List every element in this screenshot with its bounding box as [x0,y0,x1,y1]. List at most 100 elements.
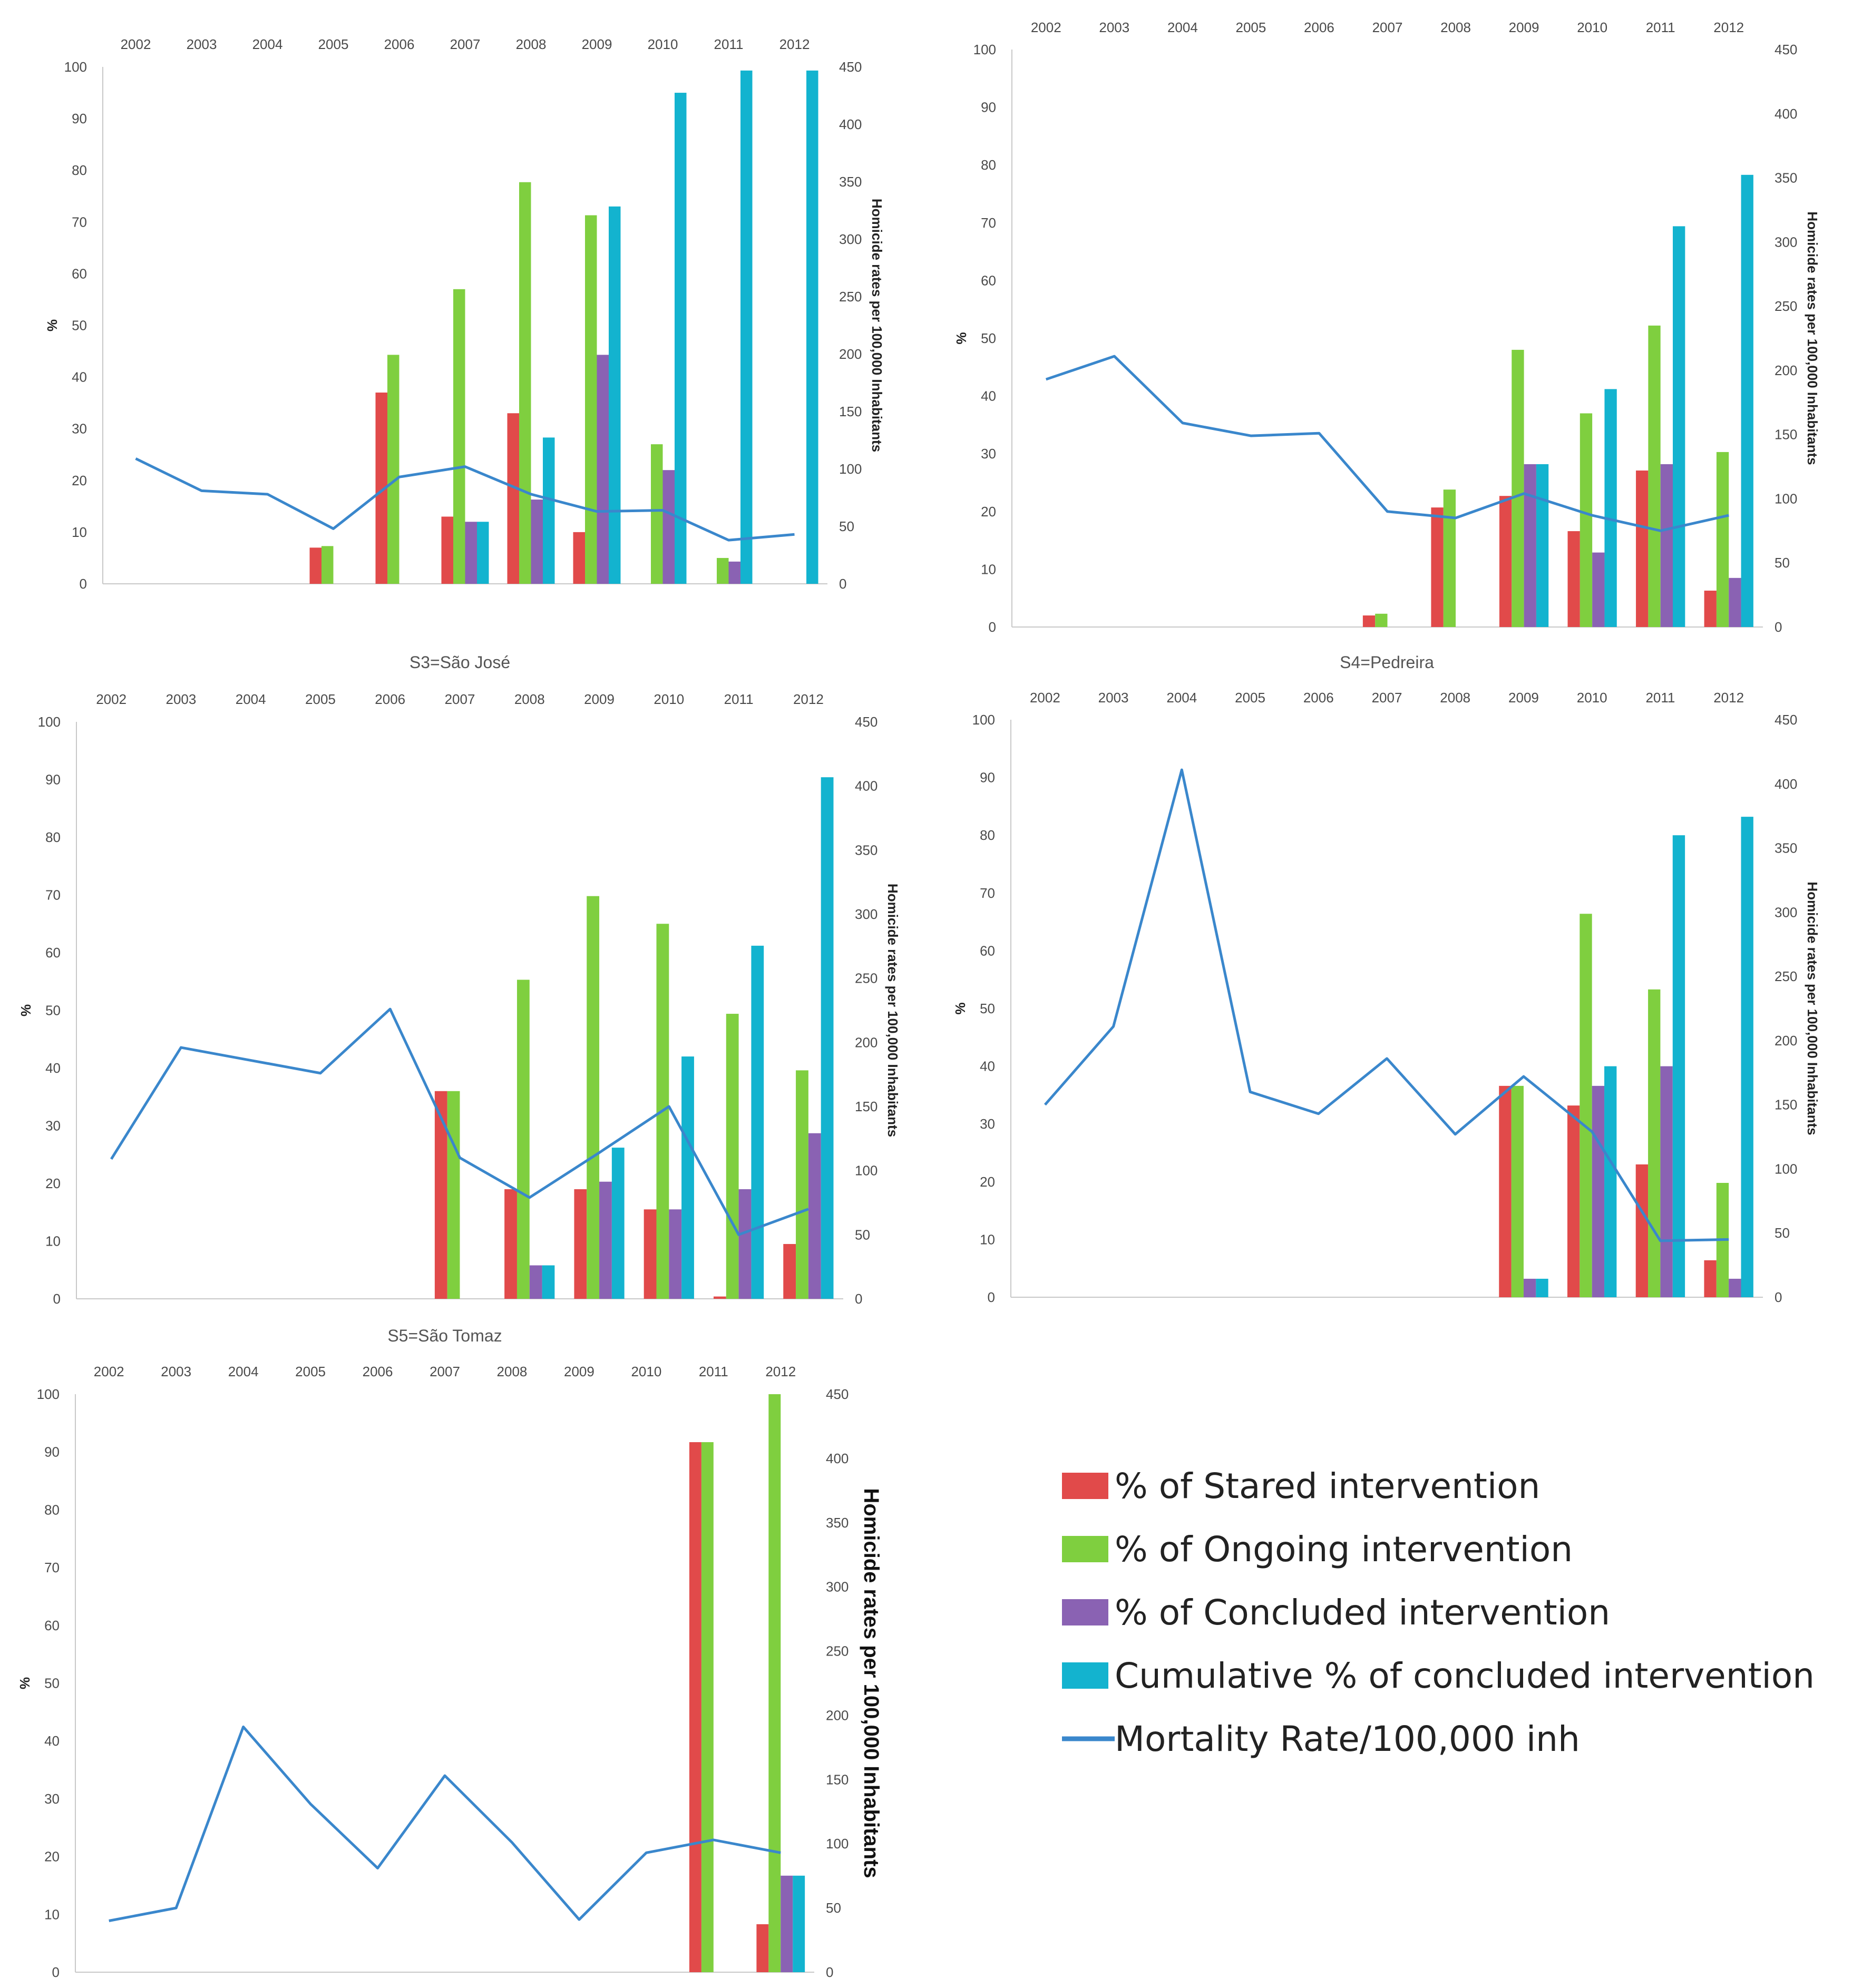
y-tick-label: 10 [44,1906,60,1922]
y-axis-label: % [18,1004,34,1016]
bar [441,516,453,584]
chart-legend: % of Stared intervention % of Ongoing int… [1062,1466,1815,1759]
x-tick-label: 2007 [1372,690,1402,706]
bar [1741,174,1753,627]
bar [516,980,530,1299]
bar [1499,1085,1512,1297]
y-tick-label: 100 [38,714,61,730]
y-tick-label: 90 [44,1444,60,1460]
x-tick-label: 2008 [516,36,547,52]
bar [587,896,600,1299]
bar [453,289,465,584]
x-tick-label: 2007 [450,36,481,52]
mortality-line [110,1007,809,1236]
y-tick-label: 80 [980,827,995,843]
bar [1704,1260,1717,1297]
bar [1580,914,1592,1297]
bar [751,945,764,1299]
x-tick-label: 2004 [252,36,283,52]
y2-tick-label: 300 [1775,904,1797,920]
y2-axis-label: Homicide rates per 100,000 Inhabitants [885,884,901,1137]
y2-tick-label: 350 [1775,170,1797,186]
x-tick-label: 2007 [430,1364,460,1379]
bar [321,546,334,584]
bar [375,393,387,584]
x-tick-label: 2009 [582,36,612,52]
y-tick-label: 50 [981,330,996,346]
y-tick-label: 80 [72,162,87,178]
bar [1512,349,1524,627]
bar [573,532,585,584]
bar [1443,489,1456,627]
bar [1660,1066,1673,1297]
x-tick-label: 2007 [1372,19,1403,35]
y2-tick-label: 350 [839,174,862,190]
y-tick-label: 50 [45,1003,61,1019]
x-tick-label: 2006 [363,1364,393,1379]
y2-tick-label: 450 [1775,712,1797,728]
y2-tick-label: 50 [855,1227,870,1242]
panel-title: S4=Pedreira [1340,653,1434,672]
bar [675,93,687,584]
x-tick-label: 2011 [724,691,754,707]
bar [597,355,609,584]
chart-panel-s5: S4=Pedreira 2002 2003 2004 2005 2006 2007 2008 2… [952,653,1820,1305]
legend-item: Mortality Rate/100,000 inh [1062,1719,1580,1759]
panel-title: S5=São Tomaz [387,1326,502,1345]
y-tick-label: 10 [980,1231,995,1247]
x-tick-label: 2011 [1646,19,1675,35]
legend-item: % of Stared intervention [1062,1466,1540,1506]
x-tick-label: 2009 [584,691,615,707]
y-tick-label: 40 [45,1060,61,1076]
y2-tick-label: 450 [1775,42,1797,57]
y-tick-label: 100 [37,1386,60,1402]
y2-tick-label: 350 [855,842,878,858]
legend-label: Mortality Rate/100,000 inh [1115,1719,1580,1759]
bar [1375,613,1388,627]
x-tick-label: 2003 [1099,19,1129,35]
bar [585,215,597,584]
bar [529,1265,542,1299]
bar [1580,413,1593,627]
y2-tick-label: 150 [1775,1097,1797,1113]
x-tick-label: 2003 [161,1364,191,1379]
y2-tick-label: 200 [826,1707,849,1723]
y2-tick-label: 400 [1775,106,1797,122]
y-tick-label: 40 [44,1733,60,1749]
y-tick-label: 20 [980,1174,995,1190]
bar [477,522,489,584]
x-tick-label: 2006 [1304,19,1334,35]
y-tick-label: 100 [64,59,87,75]
legend-label: Cumulative % of concluded intervention [1115,1656,1815,1696]
y-tick-label: 0 [988,1289,995,1305]
y2-tick-label: 0 [1775,619,1782,635]
x-tick-label: 2008 [497,1364,528,1379]
y-tick-label: 80 [981,157,996,173]
bar [1592,552,1605,627]
x-tick-label: 2011 [1645,690,1675,706]
bar [1604,1066,1617,1297]
bar [793,1875,805,1972]
x-tick-label: 2003 [165,691,196,707]
bar [1592,1085,1605,1297]
legend-swatch [1062,1536,1108,1562]
y-axis-label: % [17,1677,33,1689]
mortality-line [1045,355,1729,532]
x-tick-label: 2006 [1303,690,1334,706]
x-tick-label: 2005 [318,36,349,52]
chart-panel-s3: 2002 2003 2004 2005 2006 2007 2008 2009 2010 2011… [953,19,1820,635]
y-tick-label: 60 [45,945,61,961]
bar [1499,496,1512,627]
bar [728,561,740,584]
y-tick-label: 60 [981,272,996,288]
x-tick-label: 2008 [514,691,545,707]
x-tick-label: 2006 [384,36,415,52]
y2-tick-label: 200 [1775,1033,1797,1049]
bar [662,470,675,584]
x-tick-label: 2004 [1167,19,1198,35]
y2-tick-label: 250 [826,1643,849,1659]
bar [1431,507,1444,627]
mortality-line [135,457,795,542]
y2-tick-label: 200 [855,1034,878,1050]
y-tick-label: 30 [45,1118,61,1134]
